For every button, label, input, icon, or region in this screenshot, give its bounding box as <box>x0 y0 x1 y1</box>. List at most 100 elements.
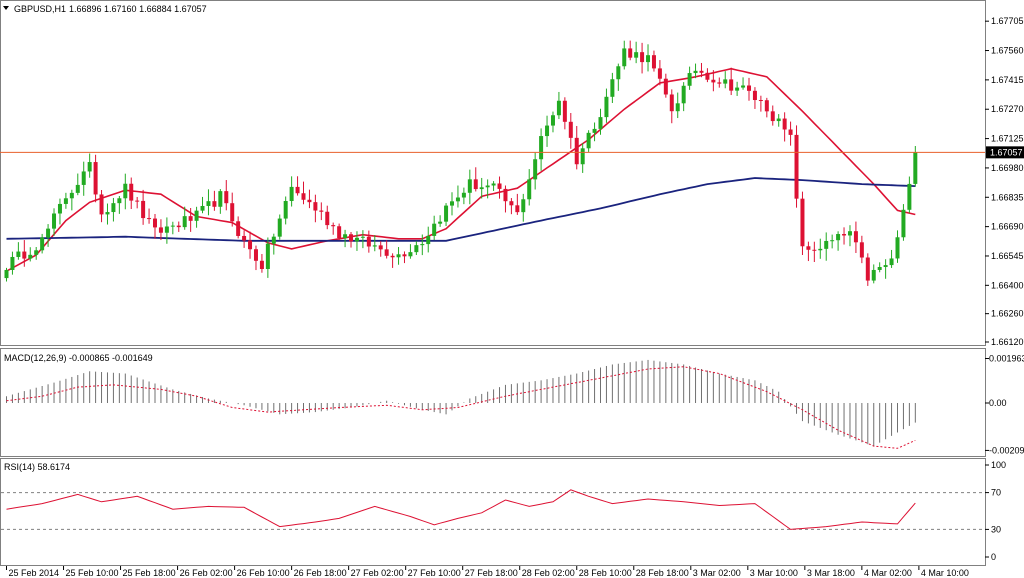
candle <box>770 105 775 126</box>
candle <box>384 240 389 259</box>
candle <box>717 77 722 88</box>
candle <box>4 267 9 282</box>
candle <box>277 214 282 240</box>
candle <box>723 71 728 89</box>
candle <box>378 241 383 257</box>
candle <box>847 225 852 247</box>
candle <box>188 208 193 232</box>
candle <box>479 177 484 199</box>
candle <box>301 181 306 205</box>
y-tick-label: 1.66835 <box>991 192 1024 202</box>
candle <box>402 251 407 264</box>
candle <box>16 242 21 260</box>
candle <box>877 262 882 273</box>
candle <box>550 111 555 133</box>
main-panel: GBPUSD,H1 1.66896 1.67160 1.66884 1.6705… <box>0 0 1024 347</box>
candle <box>354 231 359 251</box>
candle <box>111 197 116 222</box>
candle <box>646 44 651 72</box>
candle <box>206 189 211 216</box>
candle <box>699 62 704 78</box>
candle <box>426 226 431 253</box>
macd-signal-line <box>6 366 916 449</box>
candle <box>764 97 769 118</box>
candle <box>752 87 757 109</box>
candle <box>693 63 698 79</box>
candle <box>657 60 662 86</box>
candle <box>598 108 603 135</box>
y-tick-label: 1.67270 <box>991 104 1024 114</box>
candle <box>651 50 656 72</box>
x-tick-label: 28 Feb 02:00 <box>522 568 575 578</box>
candle <box>580 143 585 173</box>
time-axis: 25 Feb 2014 25 Feb 10:00 25 Feb 18:00 26 Fe… <box>6 566 969 578</box>
x-tick-label: 3 Mar 10:00 <box>750 568 798 578</box>
candle <box>271 233 276 255</box>
rsi-tick-label: 70 <box>991 488 1001 498</box>
candle <box>194 206 199 228</box>
candle <box>586 130 591 152</box>
candle <box>747 77 751 101</box>
candle <box>610 72 615 103</box>
candle <box>337 223 342 241</box>
candle <box>75 173 80 196</box>
candle <box>562 97 567 130</box>
candle <box>509 198 514 215</box>
x-tick-label: 28 Feb 10:00 <box>579 568 632 578</box>
candle <box>408 244 413 259</box>
candle <box>503 185 508 213</box>
candle <box>224 180 229 211</box>
x-tick-label: 27 Feb 18:00 <box>465 568 518 578</box>
macd-tick-label: 0.00 <box>989 398 1007 408</box>
y-tick-label: 1.67560 <box>991 46 1024 56</box>
candle <box>806 241 811 262</box>
candle <box>265 237 270 278</box>
candle <box>800 191 805 256</box>
candle <box>729 67 734 96</box>
candle <box>248 231 253 259</box>
candle <box>907 176 912 213</box>
candle <box>46 224 51 247</box>
ma-slow-line <box>6 177 916 242</box>
x-tick-label: 26 Feb 02:00 <box>180 568 233 578</box>
dropdown-triangle-icon[interactable] <box>3 6 9 10</box>
candle <box>705 68 710 83</box>
x-tick-label: 4 Mar 02:00 <box>864 568 912 578</box>
candle <box>343 229 348 248</box>
candle <box>491 181 496 191</box>
candle <box>307 189 312 209</box>
candle <box>414 241 419 255</box>
candle <box>69 189 74 211</box>
candle <box>283 196 288 225</box>
candle <box>253 245 258 271</box>
y-tick-label: 1.67415 <box>991 75 1024 85</box>
candle <box>87 153 92 178</box>
y-tick-label: 1.67705 <box>991 16 1024 26</box>
candle <box>218 189 223 214</box>
candle <box>182 206 187 230</box>
candle <box>81 161 86 196</box>
x-tick-label: 27 Feb 10:00 <box>408 568 461 578</box>
candle <box>889 249 894 268</box>
rsi-tick-label: 30 <box>991 524 1001 534</box>
ma-fast-line <box>6 67 916 272</box>
main-panel-frame <box>0 0 986 346</box>
candle <box>242 230 247 248</box>
x-tick-label: 3 Mar 18:00 <box>807 568 855 578</box>
candle <box>420 234 425 256</box>
candle <box>711 70 716 92</box>
candle <box>556 91 561 120</box>
y-tick-label: 1.67125 <box>991 134 1024 144</box>
macd-tick-label: -0.002092 <box>989 445 1024 455</box>
y-tick-label: 1.66980 <box>991 163 1024 173</box>
candle <box>117 196 122 214</box>
x-tick-label: 3 Mar 02:00 <box>693 568 741 578</box>
candle <box>34 247 39 260</box>
candle <box>390 253 395 268</box>
x-tick-label: 26 Feb 18:00 <box>294 568 347 578</box>
candle <box>40 233 45 254</box>
candle <box>396 247 401 265</box>
candle <box>497 176 502 199</box>
candle <box>349 231 354 248</box>
candle <box>372 235 377 252</box>
